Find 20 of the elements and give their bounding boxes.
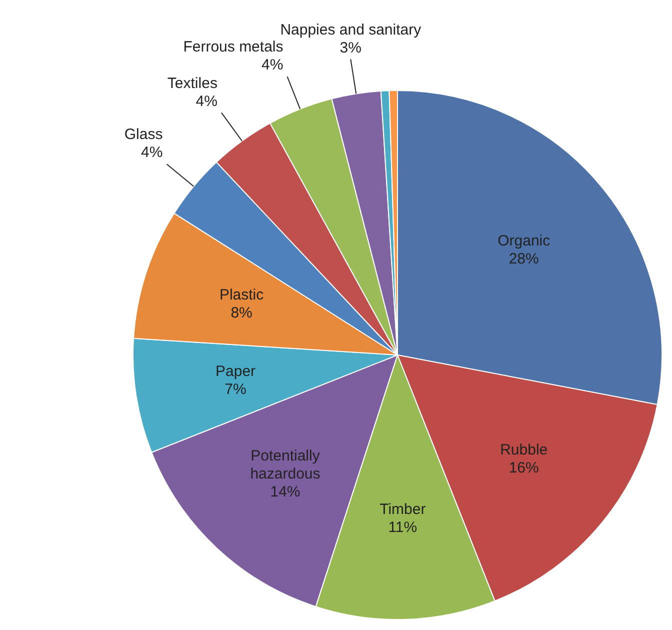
slice-label: Paper [216, 362, 256, 380]
slice-label: Organic [498, 232, 551, 250]
data-label: 16% [508, 460, 539, 477]
data-label: 14% [270, 484, 300, 501]
slice-label: Nappies and sanitary [280, 21, 422, 38]
data-label: 8% [230, 304, 252, 322]
data-label: 28% [508, 250, 539, 268]
slice-label: Potentially hazardous [250, 448, 320, 483]
data-label: 4% [262, 56, 284, 74]
data-label: 3% [340, 39, 362, 56]
slice-label: Ferrous metals [183, 38, 284, 56]
data-label: 7% [224, 380, 246, 398]
slice-label: Plastic [219, 286, 264, 304]
slice-label: Textiles [167, 74, 218, 92]
slice-label: Glass [124, 126, 163, 144]
slice-label: Timber [380, 501, 426, 518]
data-label: 11% [388, 519, 418, 536]
slice-label: Rubble [500, 442, 548, 459]
data-label: 4% [196, 92, 218, 110]
data-label: 4% [141, 144, 163, 162]
